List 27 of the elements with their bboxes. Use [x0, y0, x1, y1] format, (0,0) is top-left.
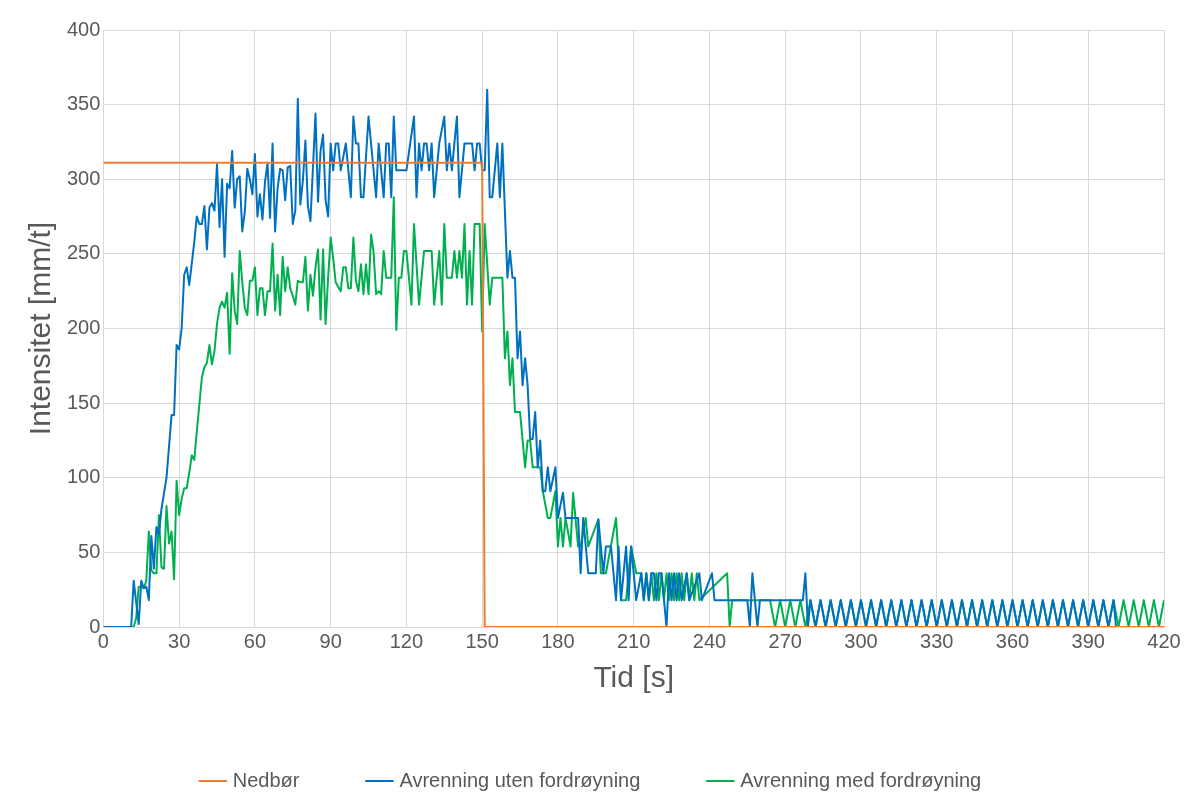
x-tick-label: 120 — [389, 629, 424, 652]
x-tick-label: 360 — [995, 629, 1030, 652]
legend-label: Avrenning uten fordrøyning — [399, 768, 641, 791]
x-tick-label: 60 — [243, 629, 267, 652]
y-axis-title: Intensitet [mm/t] — [23, 221, 57, 436]
x-tick-label: 90 — [319, 629, 342, 652]
y-tick-label: 250 — [66, 241, 101, 264]
y-tick-label: 200 — [66, 316, 101, 339]
x-tick-label: 390 — [1071, 629, 1105, 652]
x-tick-label: 300 — [844, 629, 878, 652]
y-tick-label: 150 — [66, 390, 101, 413]
x-tick-label: 210 — [617, 629, 651, 652]
x-tick-label: 150 — [465, 629, 499, 652]
x-tick-label: 180 — [541, 629, 575, 652]
legend-label: Avrenning med fordrøyning — [740, 768, 982, 791]
x-tick-label: 420 — [1147, 629, 1181, 652]
legend-label: Nedbør — [232, 768, 300, 791]
x-tick-label: 30 — [168, 629, 191, 652]
x-tick-label: 330 — [920, 629, 954, 652]
x-axis-title: Tid [s] — [593, 660, 674, 694]
y-tick-label: 400 — [66, 17, 101, 40]
y-tick-label: 300 — [66, 166, 101, 189]
x-tick-label: 270 — [768, 629, 802, 652]
x-tick-label: 240 — [692, 629, 727, 652]
y-tick-label: 100 — [66, 465, 101, 488]
y-tick-label: 50 — [78, 539, 101, 562]
y-tick-label: 350 — [66, 92, 101, 115]
